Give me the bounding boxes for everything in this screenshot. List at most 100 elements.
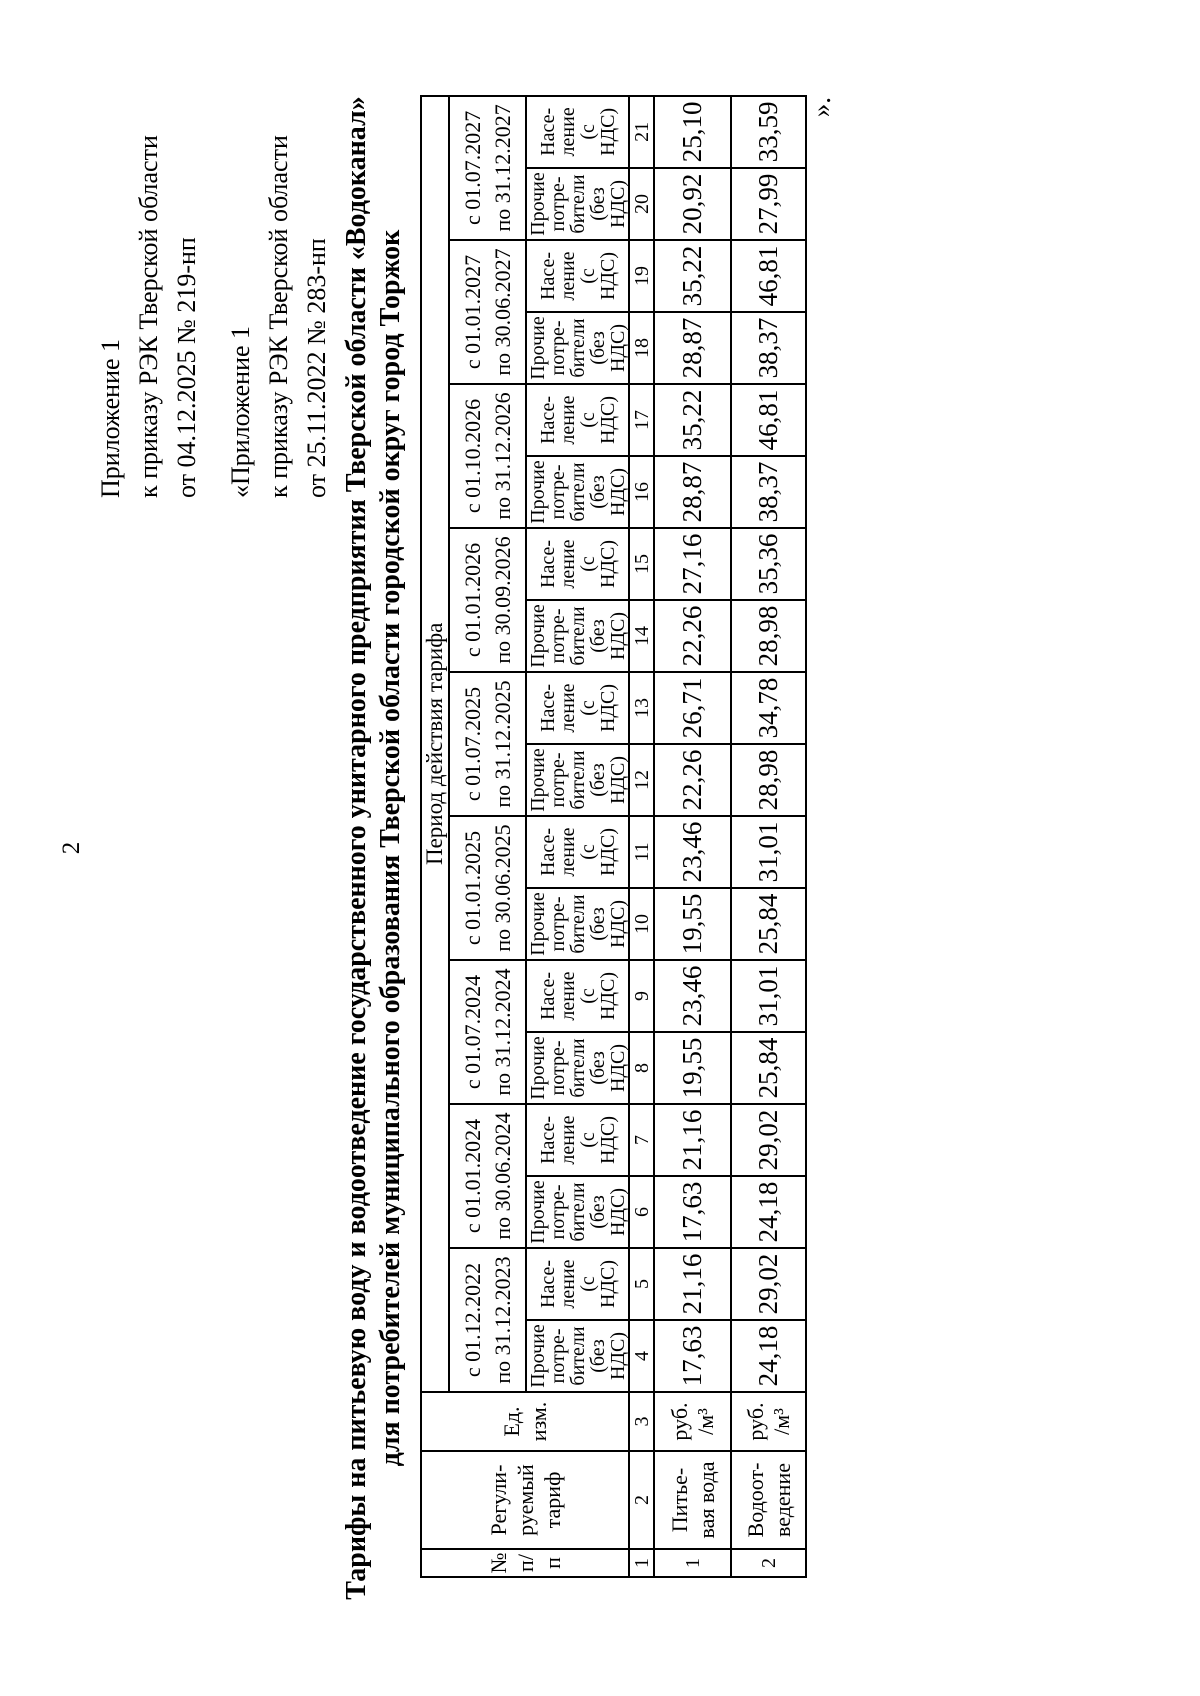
period-span-header: Период действия тарифа: [421, 95, 449, 1392]
population-header: Насе- ление (с НДС): [526, 1248, 629, 1320]
column-number: 5: [629, 1248, 654, 1320]
tariff-value-cell: 24,18: [731, 1320, 806, 1392]
title-line-2: для потребителей муниципального образова…: [375, 229, 406, 1467]
population-header: Насе- ление (с НДС): [526, 528, 629, 600]
column-number: 1: [629, 1549, 654, 1577]
tariff-value-cell: 31,01: [731, 960, 806, 1032]
column-number: 2: [629, 1451, 654, 1549]
other-consumers-header: Прочие потре- бители (без НДС): [526, 312, 629, 384]
tariff-value-cell: 20,92: [654, 168, 731, 240]
column-number: 7: [629, 1104, 654, 1176]
column-number: 17: [629, 384, 654, 456]
title-line-1: Тарифы на питьевую воду и водоотведение …: [341, 96, 372, 1600]
tariff-value-cell: 29,02: [731, 1248, 806, 1320]
tariff-value-cell: 28,87: [654, 456, 731, 528]
tariff-value-cell: 34,78: [731, 672, 806, 744]
appendix-order-new: Приложение 1 к приказу РЭК Тверской обла…: [92, 135, 206, 498]
tariff-value-cell: 28,98: [731, 600, 806, 672]
column-number: 11: [629, 816, 654, 888]
tariff-value-cell: 17,63: [654, 1320, 731, 1392]
tariff-value-cell: 31,01: [731, 816, 806, 888]
period-header: с 01.01.2024 по 30.06.2024: [449, 1104, 526, 1248]
column-number: 21: [629, 95, 654, 168]
column-number: 6: [629, 1176, 654, 1248]
period-header: с 01.07.2024 по 31.12.2024: [449, 960, 526, 1104]
tariff-value-cell: 22,26: [654, 600, 731, 672]
period-header: с 01.07.2027 по 31.12.2027: [449, 95, 526, 240]
other-consumers-header: Прочие потре- бители (без НДС): [526, 456, 629, 528]
population-header: Насе- ление (с НДС): [526, 816, 629, 888]
other-consumers-header: Прочие потре- бители (без НДС): [526, 1032, 629, 1104]
column-number: 10: [629, 888, 654, 960]
tariff-value-cell: 23,46: [654, 960, 731, 1032]
column-number: 14: [629, 600, 654, 672]
corner-unit-header: Ед. изм.: [421, 1392, 629, 1451]
period-header: с 01.01.2027 по 30.06.2027: [449, 240, 526, 384]
tariff-value-cell: 23,46: [654, 816, 731, 888]
tariff-value-cell: 46,81: [731, 240, 806, 312]
document-title: Тарифы на питьевую воду и водоотведение …: [340, 0, 408, 1696]
tariff-value-cell: 21,16: [654, 1104, 731, 1176]
column-number: 19: [629, 240, 654, 312]
tariff-value-cell: 26,71: [654, 672, 731, 744]
table-row: 1 Питье- вая вода руб. /м³ 17,63 21,16 1…: [654, 95, 731, 1577]
row-number-cell: 1: [654, 1549, 731, 1577]
appendix-header: Приложение 1 к приказу РЭК Тверской обла…: [92, 135, 336, 498]
column-number: 8: [629, 1032, 654, 1104]
row-number-cell: 2: [731, 1549, 806, 1577]
column-number: 18: [629, 312, 654, 384]
column-number: 3: [629, 1392, 654, 1451]
other-consumers-header: Прочие потре- бители (без НДС): [526, 744, 629, 816]
tariff-value-cell: 24,18: [731, 1176, 806, 1248]
tariff-value-cell: 28,87: [654, 312, 731, 384]
closing-quote: ».: [806, 97, 836, 118]
tariff-value-cell: 46,81: [731, 384, 806, 456]
tariff-value-cell: 25,84: [731, 888, 806, 960]
tariff-value-cell: 35,36: [731, 528, 806, 600]
other-consumers-header: Прочие потре- бители (без НДС): [526, 1176, 629, 1248]
appendix-line: от 04.12.2025 № 219-нп: [172, 237, 201, 498]
population-header: Насе- ление (с НДС): [526, 384, 629, 456]
tariff-value-cell: 21,16: [654, 1248, 731, 1320]
tariff-name-cell: Питье- вая вода: [654, 1451, 731, 1549]
other-consumers-header: Прочие потре- бители (без НДС): [526, 1320, 629, 1392]
tariff-value-cell: 28,98: [731, 744, 806, 816]
appendix-line: Приложение 1: [96, 338, 125, 498]
tariff-value-cell: 27,16: [654, 528, 731, 600]
appendix-line: «Приложение 1: [226, 325, 255, 498]
tariff-value-cell: 27,99: [731, 168, 806, 240]
tariff-value-cell: 33,59: [731, 95, 806, 168]
tariff-value-cell: 19,55: [654, 1032, 731, 1104]
unit-cell: руб. /м³: [731, 1392, 806, 1451]
tariff-value-cell: 17,63: [654, 1176, 731, 1248]
tariff-value-cell: 38,37: [731, 312, 806, 384]
corner-npp-header: № п/ п: [421, 1549, 629, 1577]
appendix-line: от 25.11.2022 № 283-нп: [302, 238, 331, 498]
tariff-value-cell: 19,55: [654, 888, 731, 960]
period-header: с 01.01.2025 по 30.06.2025: [449, 816, 526, 960]
tariff-value-cell: 25,10: [654, 95, 731, 168]
tariff-value-cell: 38,37: [731, 456, 806, 528]
other-consumers-header: Прочие потре- бители (без НДС): [526, 600, 629, 672]
tariff-value-cell: 35,22: [654, 240, 731, 312]
population-header: Насе- ление (с НДС): [526, 960, 629, 1032]
tariff-value-cell: 22,26: [654, 744, 731, 816]
appendix-line: к приказу РЭК Тверской области: [264, 135, 293, 498]
tariffs-table: № п/ п Регули- руемый тариф Ед. изм. Пер…: [420, 95, 807, 1578]
tariff-value-cell: 35,22: [654, 384, 731, 456]
column-number: 15: [629, 528, 654, 600]
column-number: 13: [629, 672, 654, 744]
column-number: 9: [629, 960, 654, 1032]
page-number: 2: [58, 841, 85, 855]
period-header: с 01.01.2026 по 30.09.2026: [449, 528, 526, 672]
population-header: Насе- ление (с НДС): [526, 1104, 629, 1176]
period-header: с 01.07.2025 по 31.12.2025: [449, 672, 526, 816]
other-consumers-header: Прочие потре- бители (без НДС): [526, 888, 629, 960]
population-header: Насе- ление (с НДС): [526, 672, 629, 744]
period-header: с 01.12.2022 по 31.12.2023: [449, 1248, 526, 1392]
population-header: Насе- ление (с НДС): [526, 240, 629, 312]
period-header: с 01.10.2026 по 31.12.2026: [449, 384, 526, 528]
other-consumers-header: Прочие потре- бители (без НДС): [526, 168, 629, 240]
table-row: 2 Водоот- ведение руб. /м³ 24,18 29,02 2…: [731, 95, 806, 1577]
column-number: 4: [629, 1320, 654, 1392]
